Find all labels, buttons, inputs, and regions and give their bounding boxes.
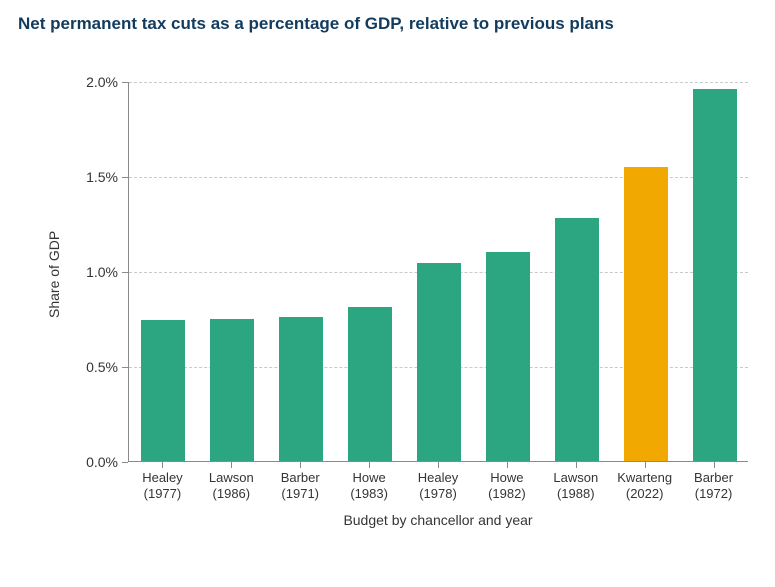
- bar: [693, 89, 737, 461]
- bar: [555, 218, 599, 461]
- x-tick-mark: [576, 462, 577, 468]
- y-tick-label: 0.0%: [68, 454, 118, 470]
- x-tick-line1: Howe: [488, 470, 526, 486]
- y-tick-label: 2.0%: [68, 74, 118, 90]
- x-tick-line2: (1977): [142, 486, 182, 502]
- x-tick-line2: (1983): [350, 486, 388, 502]
- x-tick-line1: Lawson: [209, 470, 254, 486]
- x-tick-label: Healey(1977): [142, 470, 182, 503]
- x-tick-line1: Howe: [350, 470, 388, 486]
- x-tick-line2: (1982): [488, 486, 526, 502]
- y-tick-mark: [122, 462, 128, 463]
- x-tick-line1: Healey: [142, 470, 182, 486]
- x-tick-line2: (1972): [694, 486, 733, 502]
- bar-chart: 0.0%0.5%1.0%1.5%2.0%Share of GDPHealey(1…: [18, 60, 758, 560]
- x-tick-mark: [507, 462, 508, 468]
- x-tick-line2: (1971): [281, 486, 320, 502]
- x-axis-label: Budget by chancellor and year: [128, 512, 748, 528]
- y-tick-mark: [122, 82, 128, 83]
- x-tick-label: Lawson(1986): [209, 470, 254, 503]
- x-tick-label: Healey(1978): [418, 470, 458, 503]
- x-tick-mark: [369, 462, 370, 468]
- x-tick-mark: [645, 462, 646, 468]
- x-tick-line1: Barber: [694, 470, 733, 486]
- bar: [486, 252, 530, 461]
- bar: [210, 319, 254, 462]
- chart-title: Net permanent tax cuts as a percentage o…: [18, 14, 614, 34]
- bar: [417, 263, 461, 461]
- y-tick-label: 1.0%: [68, 264, 118, 280]
- plot-area: [128, 82, 748, 462]
- x-tick-line2: (2022): [617, 486, 672, 502]
- y-tick-mark: [122, 177, 128, 178]
- bar: [279, 317, 323, 461]
- bar: [141, 320, 185, 461]
- y-tick-mark: [122, 272, 128, 273]
- x-tick-line2: (1986): [209, 486, 254, 502]
- grid-line: [129, 82, 748, 83]
- x-tick-line1: Kwarteng: [617, 470, 672, 486]
- x-tick-line2: (1988): [553, 486, 598, 502]
- x-tick-label: Howe(1983): [350, 470, 388, 503]
- x-tick-mark: [300, 462, 301, 468]
- x-tick-line1: Barber: [281, 470, 320, 486]
- x-tick-line2: (1978): [418, 486, 458, 502]
- y-tick-label: 0.5%: [68, 359, 118, 375]
- y-tick-label: 1.5%: [68, 169, 118, 185]
- x-tick-line1: Healey: [418, 470, 458, 486]
- x-tick-mark: [162, 462, 163, 468]
- x-tick-mark: [438, 462, 439, 468]
- bar: [624, 167, 668, 462]
- x-tick-label: Barber(1971): [281, 470, 320, 503]
- x-tick-line1: Lawson: [553, 470, 598, 486]
- x-tick-mark: [231, 462, 232, 468]
- y-axis-label: Share of GDP: [46, 231, 62, 318]
- x-tick-label: Howe(1982): [488, 470, 526, 503]
- bar: [348, 307, 392, 461]
- x-tick-mark: [714, 462, 715, 468]
- x-tick-label: Kwarteng(2022): [617, 470, 672, 503]
- y-tick-mark: [122, 367, 128, 368]
- x-tick-label: Barber(1972): [694, 470, 733, 503]
- x-tick-label: Lawson(1988): [553, 470, 598, 503]
